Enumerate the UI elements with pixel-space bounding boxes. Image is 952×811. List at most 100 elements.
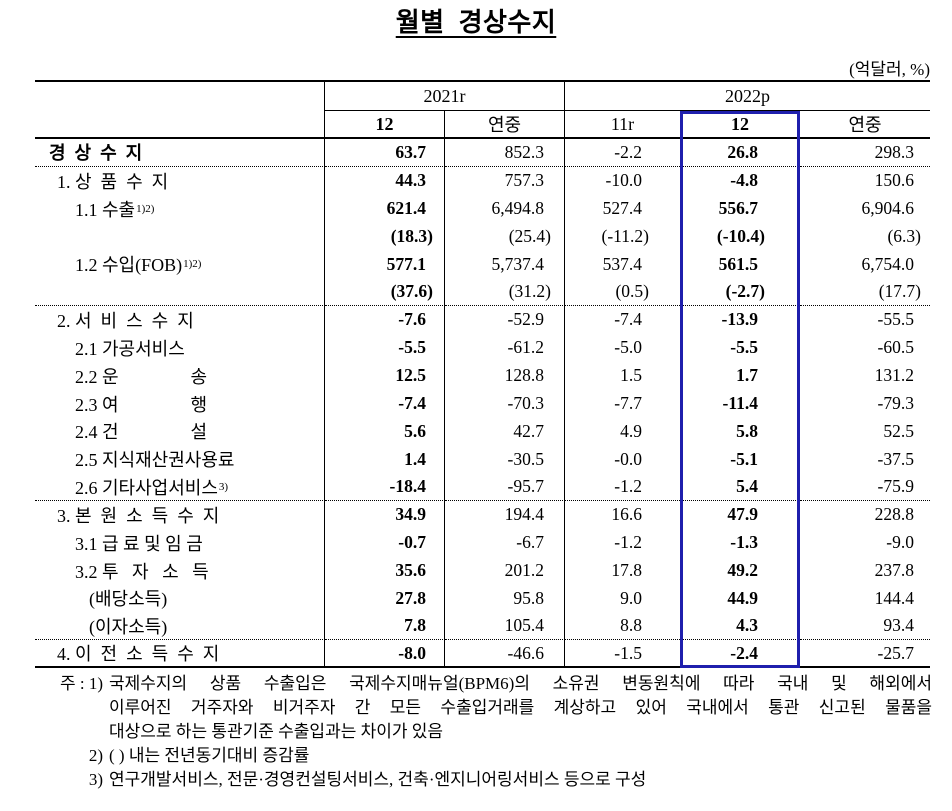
row-label: 1.1 수출 1)2)	[35, 194, 325, 223]
row-label	[35, 222, 325, 251]
value-cell: -2.4	[680, 640, 800, 669]
value-cell: -9.0	[886, 532, 914, 553]
value-cell: -1.2	[614, 532, 642, 553]
value-cell: -13.9	[721, 309, 758, 330]
value-cell: -1.2	[565, 473, 680, 501]
value-cell: (-11.2)	[601, 225, 649, 246]
value-cell: 556.7	[718, 198, 758, 219]
value-cell: (17.7)	[800, 278, 930, 307]
footnote-1: 주 : 1) 국제수지의 상품 수출입은 국제수지매뉴얼(BPM6)의 소유권 변…	[35, 672, 932, 744]
footnote-text: ( ) 내는 전년동기대비 증감률	[109, 744, 932, 768]
row-label: 1. 상 품 수 지	[35, 166, 325, 195]
row-label: 2.5 지식재산권사용료	[35, 445, 325, 474]
value-cell: 5.4	[680, 473, 800, 501]
value-cell: 9.0	[620, 587, 642, 608]
value-cell: 228.8	[874, 504, 914, 525]
value-cell: 27.8	[325, 584, 445, 613]
value-cell: -5.1	[730, 448, 758, 469]
value-cell: 93.4	[800, 612, 930, 641]
value-cell: -70.3	[445, 389, 565, 418]
value-cell: -75.9	[800, 473, 930, 501]
value-cell: 537.4	[602, 253, 642, 274]
value-cell: 26.8	[680, 139, 800, 167]
value-cell: -46.6	[445, 640, 565, 669]
value-cell: -11.4	[722, 393, 759, 414]
value-cell: -10.0	[605, 170, 642, 191]
value-cell: 63.7	[325, 139, 445, 167]
value-cell: 298.3	[800, 139, 930, 167]
value-cell: (0.5)	[565, 278, 680, 307]
value-cell: 16.6	[611, 504, 642, 525]
value-cell: 144.4	[874, 587, 914, 608]
value-cell: -52.9	[445, 306, 565, 334]
row-label: 2. 서 비 스 수 지	[35, 306, 325, 334]
value-cell: 1.7	[736, 365, 758, 386]
value-cell: -2.2	[565, 139, 680, 167]
value-cell: (-2.7)	[680, 278, 800, 307]
value-cell: -37.5	[877, 448, 914, 469]
value-cell: -4.8	[730, 170, 758, 191]
value-cell: 6,904.6	[861, 198, 915, 219]
value-cell: -6.7	[445, 528, 565, 557]
row-label: (배당소득)	[35, 584, 325, 613]
value-cell: -5.5	[730, 337, 758, 358]
value-cell: 5,737.4	[445, 250, 565, 279]
footnote-marker: 주 : 1)	[59, 674, 103, 693]
value-cell: 757.3	[445, 166, 565, 195]
value-cell: 852.3	[445, 139, 565, 167]
value-cell: 35.6	[325, 556, 445, 585]
row-label: 2.2 운 송	[35, 361, 325, 390]
value-cell: 201.2	[445, 556, 565, 585]
value-cell: 17.8	[611, 560, 642, 581]
row-label: 2.4 건 설	[35, 417, 325, 446]
column-group-header: 2021r	[325, 80, 565, 111]
footnote-line: ( ) 내는 전년동기대비 증감률	[109, 746, 310, 765]
value-cell: 34.9	[325, 500, 445, 529]
value-cell: 5.6	[325, 417, 445, 446]
footnote-2: 2) ( ) 내는 전년동기대비 증감률	[35, 744, 932, 768]
value-cell: 5.8	[736, 420, 758, 441]
footnote-line: 대상으로 하는 통관기준 수출입과는 차이가 있음	[109, 722, 444, 741]
value-cell: -61.2	[445, 333, 565, 362]
row-label: 2.6 기타사업서비스 3)	[35, 473, 325, 501]
value-cell: 6,754.0	[861, 253, 915, 274]
value-cell: -8.0	[325, 640, 445, 669]
value-cell: (-10.4)	[716, 225, 765, 246]
value-cell: -95.7	[445, 473, 565, 501]
footnote-text: 국제수지의 상품 수출입은 국제수지매뉴얼(BPM6)의 소유권 변동원칙에 따…	[109, 672, 932, 744]
column-header: 12	[680, 111, 800, 139]
value-cell: 105.4	[445, 612, 565, 641]
value-cell: -25.7	[800, 640, 930, 669]
footnote-marker: 3)	[88, 770, 103, 789]
footnote-line: 국제수지의 상품 수출입은 국제수지매뉴얼(BPM6)의 소유권 변동원칙에 따…	[109, 674, 932, 693]
value-cell: 527.4	[602, 198, 642, 219]
value-cell: 52.5	[883, 420, 914, 441]
current-account-table: 2021r 2022p 12 연중 11r 12 연중 경 상 수 지 63.7 852.3 -2.…	[35, 80, 930, 669]
footnote-marker: 2)	[88, 746, 103, 765]
row-label: 1.2 수입(FOB) 1)2)	[35, 250, 325, 279]
value-cell: -79.3	[877, 393, 914, 414]
value-cell: -0.7	[325, 528, 445, 557]
value-cell: 44.9	[727, 587, 758, 608]
row-label: 2.3 여 행	[35, 389, 325, 418]
value-cell: 95.8	[445, 584, 565, 613]
value-cell: 1.4	[325, 445, 445, 474]
column-header: 11r	[565, 111, 680, 139]
footnote-line: 이루어진 거주자와 비거주자 간 모든 수출입거래를 계상하고 있어 국내에서 …	[109, 698, 932, 717]
row-label: 3.1 급 료 및 임 금	[35, 528, 325, 557]
value-cell: -7.7	[614, 393, 642, 414]
value-cell: 577.1	[325, 250, 445, 279]
value-cell: -1.3	[730, 532, 758, 553]
value-cell: 44.3	[325, 166, 445, 195]
row-label: 4. 이 전 소 득 수 지	[35, 640, 325, 669]
footnote-text: 연구개발서비스, 전문·경영컨설팅서비스, 건축·엔지니어링서비스 등으로 구성	[109, 768, 932, 792]
value-cell: 12.5	[325, 361, 445, 390]
value-cell: 42.7	[445, 417, 565, 446]
value-cell: 194.4	[445, 500, 565, 529]
value-cell: 49.2	[727, 560, 758, 581]
value-cell: 1.5	[620, 365, 642, 386]
row-label: 경 상 수 지	[35, 139, 325, 167]
column-header: 연중	[445, 111, 565, 139]
row-label: 3. 본 원 소 득 수 지	[35, 500, 325, 529]
